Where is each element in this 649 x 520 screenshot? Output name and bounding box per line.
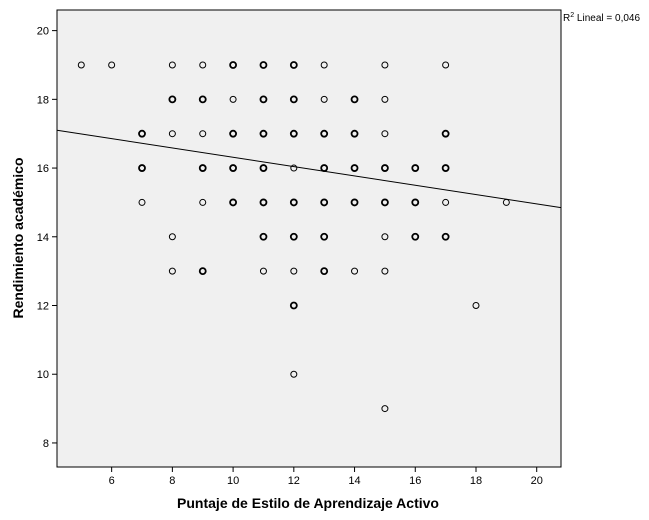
y-tick-label: 8 [43, 438, 49, 450]
data-point [259, 95, 268, 104]
data-point [351, 267, 359, 275]
data-point [77, 61, 85, 69]
x-tick-label: 18 [470, 475, 482, 487]
data-point [441, 164, 450, 172]
data-point [350, 129, 359, 138]
data-point [199, 198, 207, 206]
data-point [199, 61, 207, 69]
data-point [259, 61, 268, 69]
data-point [411, 198, 420, 207]
data-point [320, 232, 329, 241]
data-point [381, 267, 389, 275]
x-tick-label: 10 [227, 475, 239, 487]
data-point [290, 267, 298, 275]
data-point [320, 267, 329, 276]
data-point [138, 129, 146, 138]
data-point [229, 95, 237, 103]
data-point [381, 198, 389, 207]
data-point [259, 129, 268, 138]
data-point [259, 267, 267, 275]
data-point [320, 129, 329, 138]
x-tick-label: 8 [169, 475, 175, 487]
data-point [289, 61, 298, 69]
data-point [381, 95, 389, 103]
y-tick-label: 18 [37, 94, 49, 106]
data-point [138, 198, 146, 206]
x-tick-label: 20 [531, 475, 543, 487]
data-point [290, 370, 298, 378]
y-tick-label: 10 [37, 369, 49, 381]
data-point [320, 61, 328, 69]
data-point [138, 164, 146, 172]
data-point [168, 267, 176, 275]
r2-exponent: 2 [570, 12, 574, 19]
x-tick-label: 6 [109, 475, 115, 487]
data-point [229, 198, 237, 207]
x-axis: 6 8 10 12 14 16 18 20 [109, 467, 543, 487]
r2-prefix: R [563, 13, 570, 24]
y-tick-label: 16 [37, 163, 49, 175]
data-point [350, 95, 359, 104]
data-point [350, 164, 359, 172]
data-point [108, 61, 116, 69]
data-point [198, 95, 207, 104]
data-point [381, 61, 389, 69]
y-axis-title: Rendimiento académico [10, 157, 26, 318]
data-point [441, 129, 450, 138]
data-point [381, 130, 389, 138]
data-point [381, 233, 389, 241]
data-point [259, 164, 268, 172]
data-point [198, 267, 207, 276]
data-point [350, 198, 359, 207]
data-point [199, 130, 207, 138]
x-tick-label: 12 [288, 475, 300, 487]
data-point [259, 232, 268, 241]
data-point [168, 95, 177, 104]
data-point [289, 95, 298, 104]
data-point [289, 129, 298, 138]
data-point [381, 405, 389, 413]
data-point [441, 232, 450, 241]
data-point [198, 164, 207, 172]
data-point [442, 61, 450, 69]
x-tick-label: 14 [348, 475, 360, 487]
data-point [229, 129, 237, 138]
data-point [411, 164, 420, 172]
y-axis: 8 10 12 14 16 18 20 [37, 26, 57, 450]
data-point [168, 233, 176, 241]
data-point [229, 164, 237, 172]
data-point [442, 198, 450, 206]
data-point [229, 61, 237, 69]
data-point [168, 61, 176, 69]
y-tick-label: 14 [37, 232, 49, 244]
data-point [472, 302, 480, 310]
data-point [320, 198, 329, 207]
fit-line [56, 129, 562, 209]
data-point [289, 232, 298, 241]
data-point [320, 95, 328, 103]
y-tick-label: 12 [37, 301, 49, 313]
x-axis-title: Puntaje de Estilo de Aprendizaje Activo [177, 495, 439, 511]
r2-label: R2 Lineal = 0,046 [563, 12, 640, 24]
data-point [289, 198, 298, 207]
data-point [381, 164, 389, 172]
r2-text: Lineal = 0,046 [574, 13, 640, 24]
plot-area [56, 9, 562, 468]
data-point [289, 301, 298, 310]
data-point [259, 198, 268, 207]
data-point [168, 130, 176, 138]
y-tick-label: 20 [37, 26, 49, 38]
data-point [290, 164, 298, 172]
x-tick-label: 16 [409, 475, 421, 487]
data-point [411, 232, 420, 241]
